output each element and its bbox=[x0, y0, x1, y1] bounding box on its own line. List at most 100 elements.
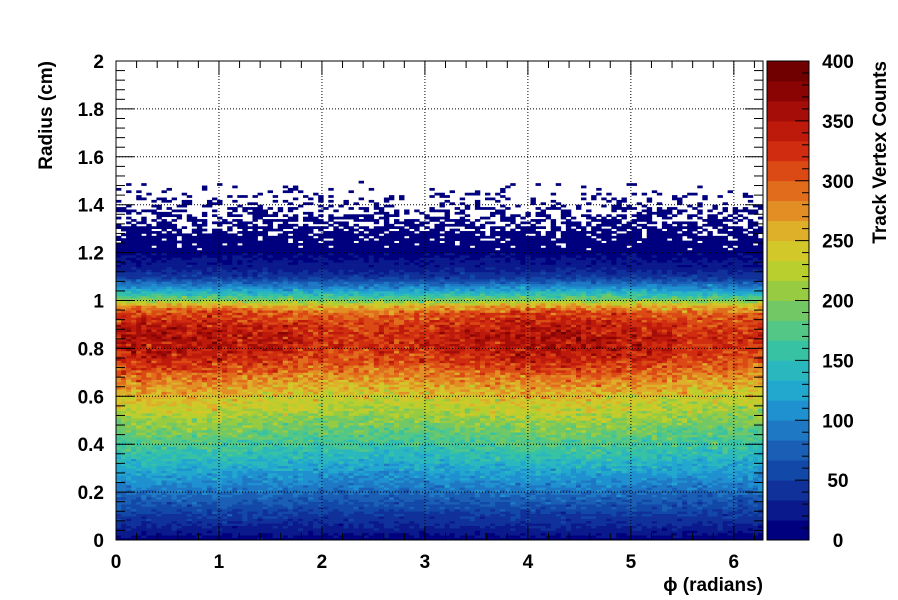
heatmap-cell bbox=[187, 483, 192, 486]
heatmap-cell bbox=[470, 447, 475, 450]
heatmap-cell bbox=[227, 523, 232, 526]
heatmap-cell bbox=[404, 516, 409, 519]
heatmap-cell bbox=[394, 447, 399, 450]
heatmap-cell bbox=[672, 523, 677, 526]
heatmap-cell bbox=[131, 483, 136, 486]
heatmap-cell bbox=[470, 516, 475, 519]
heatmap-cell bbox=[313, 497, 318, 500]
heatmap-cell bbox=[131, 454, 136, 457]
heatmap-cell bbox=[374, 485, 379, 488]
heatmap-cell bbox=[455, 535, 460, 538]
heatmap-cell bbox=[161, 509, 166, 512]
heatmap-cell bbox=[465, 521, 470, 524]
heatmap-cell bbox=[576, 449, 581, 452]
heatmap-cell bbox=[601, 461, 606, 464]
heatmap-cell bbox=[222, 461, 227, 464]
heatmap-cell bbox=[667, 495, 672, 498]
heatmap-cell bbox=[202, 535, 207, 538]
heatmap-cell bbox=[571, 506, 576, 509]
heatmap-cell bbox=[571, 504, 576, 507]
heatmap-cell bbox=[414, 521, 419, 524]
heatmap-cell bbox=[323, 466, 328, 469]
heatmap-cell bbox=[409, 483, 414, 486]
heatmap-cell bbox=[445, 523, 450, 526]
heatmap-cell bbox=[697, 468, 702, 471]
heatmap-cell bbox=[702, 451, 707, 454]
heatmap-cell bbox=[126, 456, 131, 459]
heatmap-cell bbox=[399, 516, 404, 519]
heatmap-cell bbox=[136, 487, 141, 490]
heatmap-cell bbox=[389, 473, 394, 476]
heatmap-cell bbox=[606, 528, 611, 531]
heatmap-cell bbox=[662, 530, 667, 533]
heatmap-cell bbox=[247, 485, 252, 488]
heatmap-cell bbox=[586, 535, 591, 538]
heatmap-cell bbox=[647, 483, 652, 486]
heatmap-cell bbox=[202, 487, 207, 490]
heatmap-cell bbox=[470, 533, 475, 536]
heatmap-cell bbox=[217, 466, 222, 469]
heatmap-cell bbox=[217, 518, 222, 521]
heatmap-cell bbox=[328, 447, 333, 450]
heatmap-cell bbox=[586, 471, 591, 474]
heatmap-cell bbox=[591, 521, 596, 524]
heatmap-cell bbox=[379, 463, 384, 466]
heatmap-cell bbox=[232, 530, 237, 533]
heatmap-cell bbox=[172, 506, 177, 509]
heatmap-cell bbox=[207, 471, 212, 474]
heatmap-cell bbox=[642, 480, 647, 483]
heatmap-cell bbox=[268, 463, 273, 466]
heatmap-cell bbox=[434, 504, 439, 507]
heatmap-cell bbox=[475, 533, 480, 536]
heatmap-cell bbox=[182, 530, 187, 533]
heatmap-cell bbox=[328, 504, 333, 507]
heatmap-cell bbox=[212, 463, 217, 466]
heatmap-cell bbox=[566, 518, 571, 521]
heatmap-cell bbox=[349, 454, 354, 457]
heatmap-cell bbox=[156, 456, 161, 459]
heatmap-cell bbox=[384, 475, 389, 478]
heatmap-cell bbox=[252, 451, 257, 454]
heatmap-cell bbox=[278, 502, 283, 505]
heatmap-cell bbox=[167, 456, 172, 459]
heatmap-cell bbox=[359, 526, 364, 529]
heatmap-cell bbox=[273, 461, 278, 464]
heatmap-cell bbox=[632, 483, 637, 486]
heatmap-cell bbox=[167, 478, 172, 481]
heatmap-cell bbox=[697, 509, 702, 512]
heatmap-cell bbox=[389, 471, 394, 474]
heatmap-cell bbox=[753, 478, 758, 481]
heatmap-cell bbox=[520, 516, 525, 519]
heatmap-cell bbox=[273, 502, 278, 505]
heatmap-cell bbox=[642, 459, 647, 462]
heatmap-cell bbox=[718, 521, 723, 524]
heatmap-cell bbox=[566, 483, 571, 486]
heatmap-cell bbox=[556, 516, 561, 519]
heatmap-cell bbox=[621, 528, 626, 531]
heatmap-cell bbox=[146, 526, 151, 529]
heatmap-cell bbox=[692, 475, 697, 478]
heatmap-cell bbox=[591, 480, 596, 483]
heatmap-cell bbox=[258, 471, 263, 474]
heatmap-cell bbox=[505, 533, 510, 536]
heatmap-cell bbox=[237, 509, 242, 512]
heatmap-cell bbox=[354, 478, 359, 481]
heatmap-cell bbox=[591, 466, 596, 469]
heatmap-cell bbox=[672, 475, 677, 478]
heatmap-cell bbox=[460, 521, 465, 524]
heatmap-cell bbox=[131, 473, 136, 476]
heatmap-cell bbox=[743, 454, 748, 457]
heatmap-cell bbox=[601, 485, 606, 488]
heatmap-cell bbox=[702, 504, 707, 507]
heatmap-cell bbox=[728, 521, 733, 524]
heatmap-cell bbox=[702, 526, 707, 529]
heatmap-cell bbox=[723, 533, 728, 536]
heatmap-cell bbox=[167, 480, 172, 483]
heatmap-cell bbox=[212, 511, 217, 514]
heatmap-cell bbox=[551, 463, 556, 466]
heatmap-cell bbox=[495, 495, 500, 498]
heatmap-cell bbox=[374, 447, 379, 450]
heatmap-cell bbox=[723, 502, 728, 505]
heatmap-cell bbox=[172, 499, 177, 502]
heatmap-cell bbox=[308, 514, 313, 517]
